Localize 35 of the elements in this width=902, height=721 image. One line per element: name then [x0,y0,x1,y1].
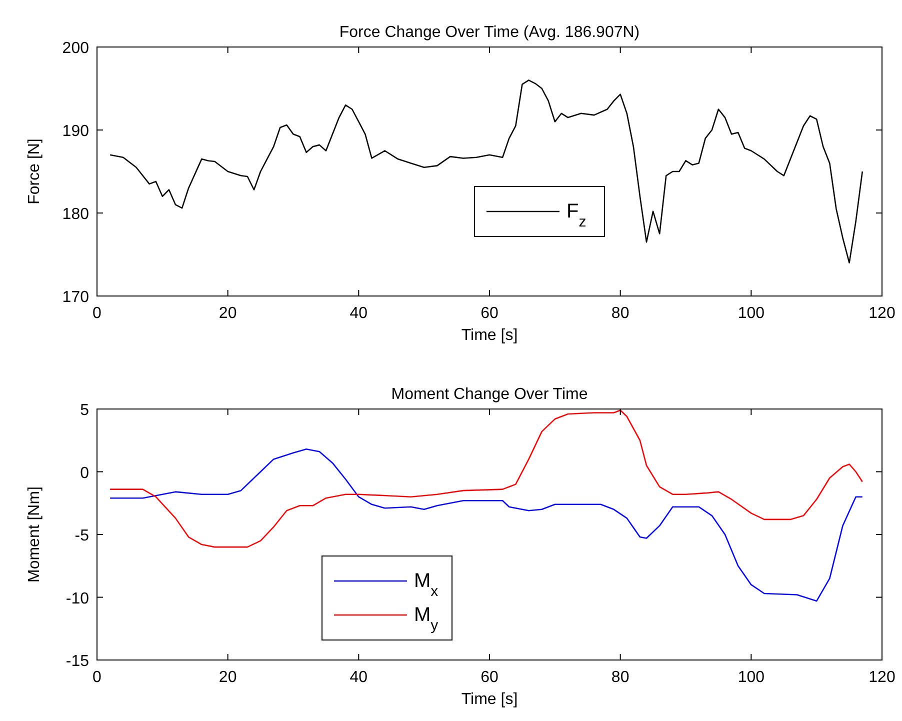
x-tick-label: 120 [868,669,896,686]
x-tick-label: 60 [480,669,498,686]
x-tick-label: 100 [738,305,765,322]
x-tick-label: 0 [92,305,102,322]
y-tick-label: -15 [66,653,90,670]
y-tick-label: -5 [74,528,90,544]
x-axis-title: Time [s] [461,327,518,344]
legend-label: M$_{y}$ [414,604,439,634]
x-tick-label: 80 [611,669,630,686]
y-tick-label: 0 [80,464,90,482]
x-tick-label: 60 [480,305,498,322]
y-tick-label: -10 [66,590,90,608]
y-tick-label: 5 [80,402,90,419]
x-tick-label: 80 [611,305,630,322]
x-tick-label: 100 [738,669,765,686]
y-tick-label: 170 [62,289,90,306]
legend-label: F$_{z}$ [566,200,586,230]
x-tick-label: 0 [92,669,102,686]
y-tick-label: 190 [62,123,90,140]
x-tick-label: 20 [218,305,237,322]
x-tick-label: 40 [350,669,368,686]
line-series [109,80,864,264]
line-series [109,448,864,602]
y-axis-title: Moment [Nm] [26,486,43,583]
chart-title: Moment Change Over Time [391,386,588,403]
x-tick-label: 120 [868,305,896,322]
chart-title: Force Change Over Time (Avg. 186.907N) [339,24,640,41]
y-tick-label: 180 [62,206,90,223]
x-axis-title: Time [s] [461,691,518,708]
line-series [109,410,864,548]
y-axis-title: Force [N] [26,138,43,204]
y-tick-label: 200 [62,40,90,57]
x-tick-label: 20 [218,669,237,686]
legend-label: M$_{x}$ [414,570,439,600]
x-tick-label: 40 [350,305,368,322]
